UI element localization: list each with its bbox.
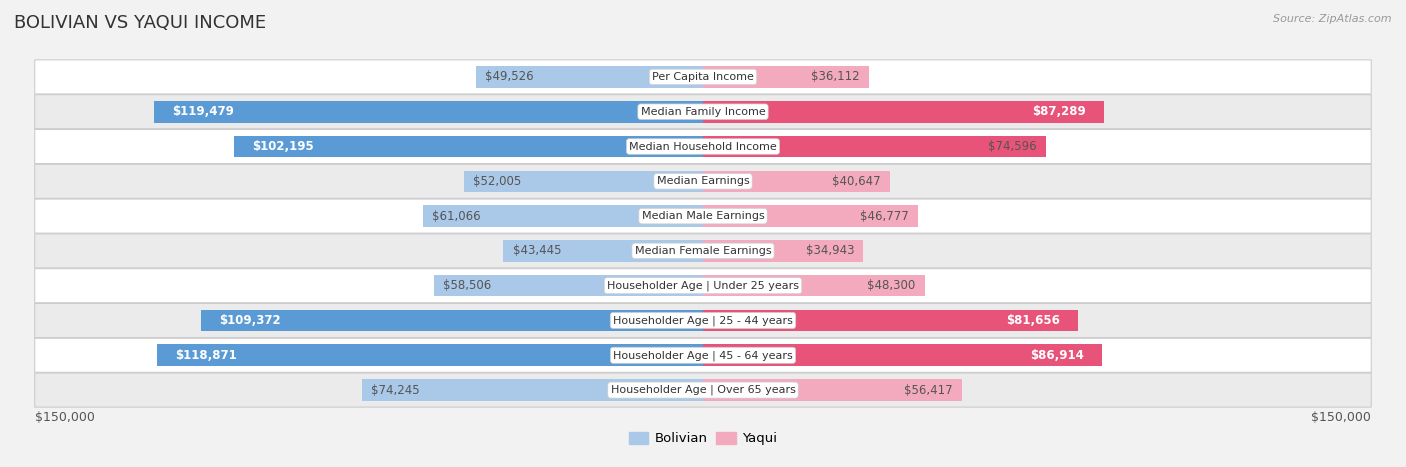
Text: $74,245: $74,245 xyxy=(371,383,420,396)
Text: $109,372: $109,372 xyxy=(219,314,281,327)
Text: $58,506: $58,506 xyxy=(443,279,492,292)
Bar xyxy=(434,275,703,297)
Text: $86,914: $86,914 xyxy=(1031,349,1084,362)
Text: $48,300: $48,300 xyxy=(868,279,915,292)
Bar xyxy=(157,345,703,366)
Bar xyxy=(703,66,869,88)
Text: Median Male Earnings: Median Male Earnings xyxy=(641,211,765,221)
Text: $36,112: $36,112 xyxy=(811,71,859,84)
FancyBboxPatch shape xyxy=(35,164,1371,198)
Text: $118,871: $118,871 xyxy=(176,349,238,362)
Text: $150,000: $150,000 xyxy=(1312,411,1371,424)
Legend: Bolivian, Yaqui: Bolivian, Yaqui xyxy=(623,426,783,451)
Bar xyxy=(503,240,703,262)
Text: $52,005: $52,005 xyxy=(474,175,522,188)
Text: $40,647: $40,647 xyxy=(832,175,880,188)
Bar xyxy=(703,205,918,227)
Bar xyxy=(201,310,703,331)
FancyBboxPatch shape xyxy=(35,199,1371,233)
Text: $34,943: $34,943 xyxy=(806,244,855,257)
Text: Householder Age | Over 65 years: Householder Age | Over 65 years xyxy=(610,385,796,396)
Text: Householder Age | 25 - 44 years: Householder Age | 25 - 44 years xyxy=(613,315,793,326)
Text: $87,289: $87,289 xyxy=(1032,105,1085,118)
Text: BOLIVIAN VS YAQUI INCOME: BOLIVIAN VS YAQUI INCOME xyxy=(14,14,266,32)
Text: $119,479: $119,479 xyxy=(173,105,235,118)
Text: $46,777: $46,777 xyxy=(860,210,908,223)
Bar xyxy=(703,275,925,297)
FancyBboxPatch shape xyxy=(35,269,1371,303)
Bar xyxy=(703,101,1104,122)
FancyBboxPatch shape xyxy=(35,95,1371,129)
Text: $150,000: $150,000 xyxy=(35,411,94,424)
Text: Householder Age | 45 - 64 years: Householder Age | 45 - 64 years xyxy=(613,350,793,361)
Text: Median Earnings: Median Earnings xyxy=(657,177,749,186)
Text: Householder Age | Under 25 years: Householder Age | Under 25 years xyxy=(607,281,799,291)
Bar xyxy=(423,205,703,227)
Text: $61,066: $61,066 xyxy=(432,210,481,223)
Text: Median Family Income: Median Family Income xyxy=(641,107,765,117)
Bar xyxy=(703,345,1102,366)
Bar xyxy=(703,379,962,401)
Text: $43,445: $43,445 xyxy=(513,244,561,257)
Bar xyxy=(703,310,1078,331)
FancyBboxPatch shape xyxy=(35,60,1371,94)
Bar xyxy=(155,101,703,122)
Bar xyxy=(233,136,703,157)
Text: $56,417: $56,417 xyxy=(904,383,953,396)
Text: Source: ZipAtlas.com: Source: ZipAtlas.com xyxy=(1274,14,1392,24)
FancyBboxPatch shape xyxy=(35,129,1371,163)
Text: $102,195: $102,195 xyxy=(252,140,314,153)
Bar xyxy=(464,170,703,192)
Bar xyxy=(703,136,1046,157)
FancyBboxPatch shape xyxy=(35,234,1371,268)
Text: $74,596: $74,596 xyxy=(988,140,1036,153)
FancyBboxPatch shape xyxy=(35,373,1371,407)
Bar xyxy=(703,170,890,192)
Text: Median Female Earnings: Median Female Earnings xyxy=(634,246,772,256)
Bar xyxy=(361,379,703,401)
FancyBboxPatch shape xyxy=(35,304,1371,338)
Text: Per Capita Income: Per Capita Income xyxy=(652,72,754,82)
Bar xyxy=(475,66,703,88)
Bar xyxy=(703,240,863,262)
FancyBboxPatch shape xyxy=(35,338,1371,372)
Text: $81,656: $81,656 xyxy=(1005,314,1060,327)
Text: $49,526: $49,526 xyxy=(485,71,533,84)
Text: Median Household Income: Median Household Income xyxy=(628,142,778,151)
